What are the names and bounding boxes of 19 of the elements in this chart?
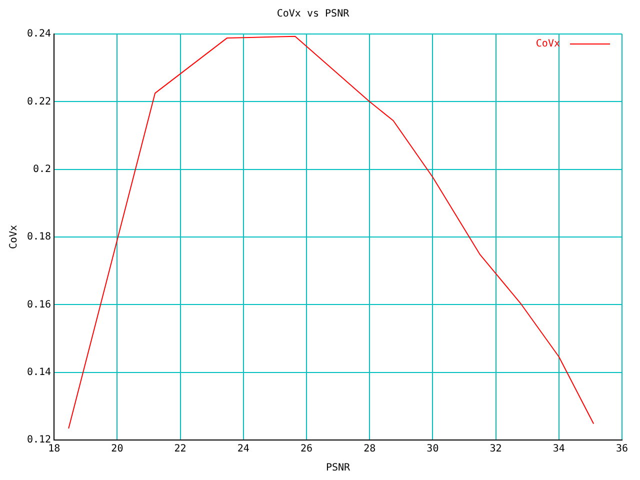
x-tick-label: 22 bbox=[174, 444, 186, 455]
x-tick-label: 28 bbox=[364, 444, 376, 455]
y-tick-label: 0.16 bbox=[26, 299, 52, 310]
y-tick-label: 0.24 bbox=[26, 28, 52, 40]
x-tick-label: 36 bbox=[616, 444, 628, 455]
y-tick-label: 0.2 bbox=[33, 164, 52, 175]
y-tick-label: 0.18 bbox=[26, 232, 52, 243]
x-tick-label: 18 bbox=[48, 444, 60, 455]
x-tick-label: 34 bbox=[552, 444, 565, 455]
x-tick-label: 32 bbox=[490, 444, 502, 455]
chart-title: CoVx vs PSNR bbox=[276, 8, 350, 20]
x-tick-label: 26 bbox=[300, 444, 313, 455]
y-axis-title: CoVx bbox=[8, 224, 20, 250]
x-axis-title: PSNR bbox=[326, 462, 352, 474]
x-tick-label: 24 bbox=[237, 444, 250, 455]
x-tick-label: 30 bbox=[426, 444, 439, 455]
x-tick-label: 20 bbox=[111, 444, 124, 455]
y-tick-label: 0.22 bbox=[26, 96, 52, 108]
y-tick-label: 0.14 bbox=[26, 366, 52, 378]
